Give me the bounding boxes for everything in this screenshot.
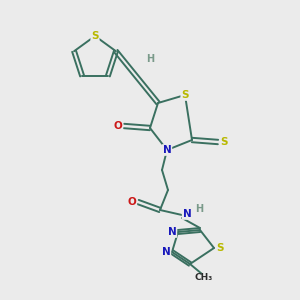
Text: O: O — [128, 197, 136, 207]
Text: S: S — [216, 243, 224, 253]
Text: H: H — [146, 54, 154, 64]
Text: N: N — [183, 209, 191, 219]
Text: N: N — [168, 227, 176, 237]
Text: S: S — [220, 137, 228, 147]
Text: CH₃: CH₃ — [195, 274, 213, 283]
Text: S: S — [181, 90, 189, 100]
Text: N: N — [163, 145, 171, 155]
Text: N: N — [162, 247, 170, 257]
Text: O: O — [114, 121, 122, 131]
Text: S: S — [91, 31, 99, 41]
Text: H: H — [195, 204, 203, 214]
